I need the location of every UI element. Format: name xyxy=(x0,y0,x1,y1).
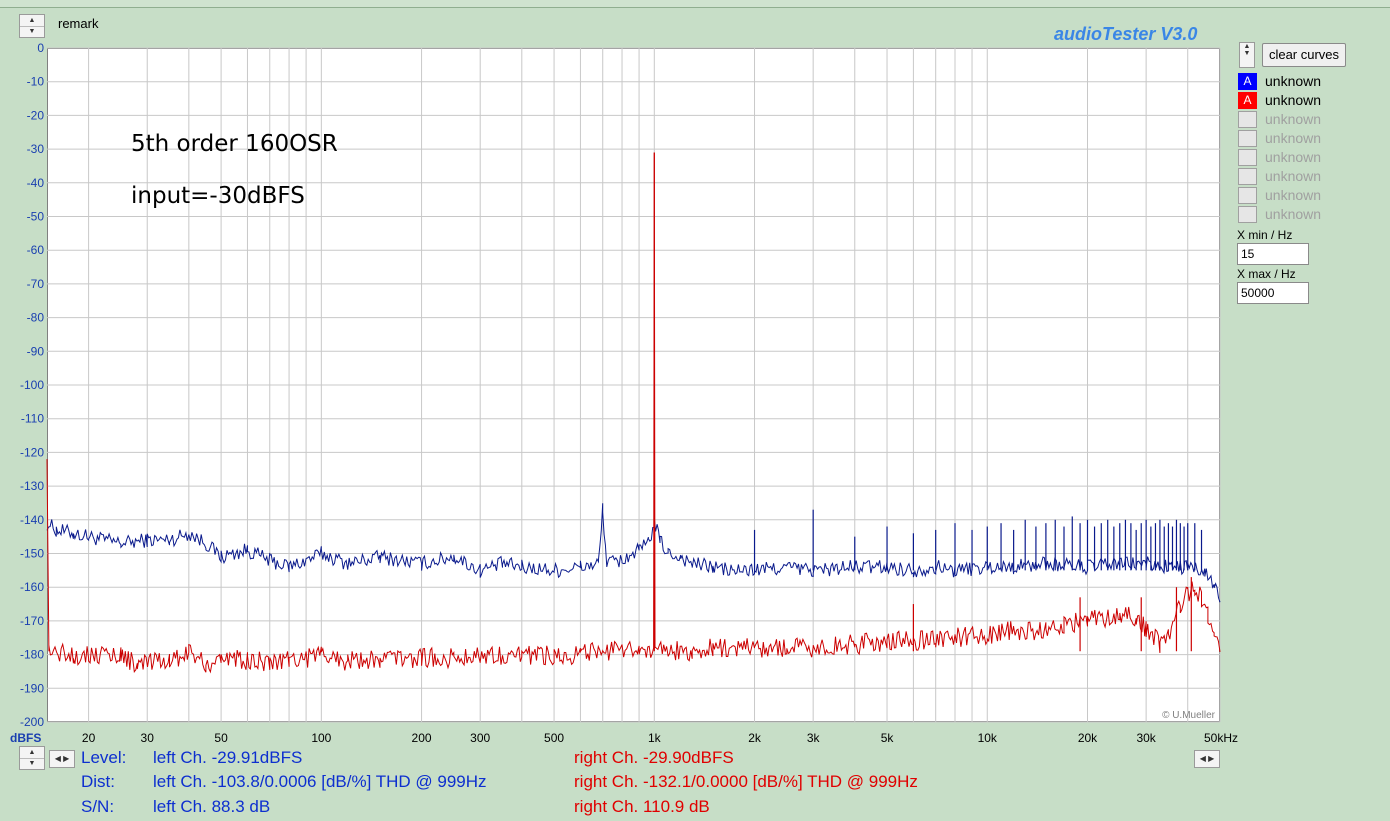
y-tick-label: -100 xyxy=(20,378,44,392)
x-tick-label: 30k xyxy=(1136,731,1156,745)
y-tick-label: -180 xyxy=(20,648,44,662)
x-tick-label: 20 xyxy=(82,731,96,745)
xmax-input[interactable]: 50000 xyxy=(1237,282,1309,304)
sn-right: right Ch. 110.9 dB xyxy=(574,797,710,816)
app-title: audioTester V3.0 xyxy=(1054,24,1198,44)
spin-down-icon[interactable]: ▼ xyxy=(28,28,36,35)
y-tick-label: -170 xyxy=(20,614,44,628)
y-tick-label: -10 xyxy=(27,75,45,89)
curve-label: unknown xyxy=(1265,111,1322,127)
y-tick-label: -20 xyxy=(27,108,45,122)
curve-item[interactable]: unknown xyxy=(1238,167,1378,186)
y-tick-label: -40 xyxy=(27,176,45,190)
xmax-label: X max / Hz xyxy=(1237,267,1296,281)
y-tick-label: -50 xyxy=(27,210,45,224)
level-label: Level: xyxy=(81,748,127,767)
x-tick-label: 20k xyxy=(1078,731,1098,745)
clear-curves-button[interactable]: clear curves xyxy=(1262,43,1346,67)
copyright-label: © U.Mueller xyxy=(1162,710,1216,721)
curve-toggle[interactable] xyxy=(1238,168,1257,185)
curve-label: unknown xyxy=(1265,187,1322,203)
results-spin-button[interactable]: ▲ ▼ xyxy=(19,746,45,770)
curve-label: unknown xyxy=(1265,149,1322,165)
dist-label: Dist: xyxy=(81,772,115,791)
curve-item[interactable]: unknown xyxy=(1238,205,1378,224)
series-line xyxy=(46,503,1221,603)
y-tick-label: -140 xyxy=(20,513,44,527)
curve-scroll-spin[interactable]: ▲ ▼ xyxy=(1239,42,1255,68)
y-tick-label: -120 xyxy=(20,445,44,459)
spin-up-icon[interactable]: ▲ xyxy=(20,747,44,759)
curve-toggle[interactable] xyxy=(1238,130,1257,147)
x-tick-label: 100 xyxy=(311,731,331,745)
curve-label: unknown xyxy=(1265,73,1322,89)
x-tick-label: 50 xyxy=(214,731,228,745)
y-tick-label: -30 xyxy=(27,142,45,156)
annotation-text: 5th order 160OSR xyxy=(131,131,338,157)
y-tick-label: -90 xyxy=(27,344,45,358)
y-tick-label: -150 xyxy=(20,547,44,561)
curve-label: unknown xyxy=(1265,206,1322,222)
remark-label: remark xyxy=(58,16,99,31)
y-tick-label: -190 xyxy=(20,681,44,695)
top-border xyxy=(0,0,1390,8)
y-tick-label: -130 xyxy=(20,479,44,493)
remark-spin-button[interactable]: ▲ ▼ xyxy=(19,14,45,38)
annotation-text: input=-30dBFS xyxy=(131,183,305,209)
dist-left: left Ch. -103.8/0.0006 [dB/%] THD @ 999H… xyxy=(153,772,487,791)
x-tick-label: 5k xyxy=(881,731,895,745)
curve-label: unknown xyxy=(1265,168,1322,184)
spin-up-icon[interactable]: ▲ xyxy=(20,15,44,27)
curve-toggle[interactable]: A xyxy=(1238,92,1257,109)
x-tick-label: 300 xyxy=(470,731,490,745)
x-tick-label: 200 xyxy=(412,731,432,745)
curve-item[interactable]: unknown xyxy=(1238,148,1378,167)
y-axis-unit-label: dBFS xyxy=(10,731,41,745)
curve-toggle[interactable]: A xyxy=(1238,73,1257,90)
spin-down-icon[interactable]: ▼ xyxy=(28,760,36,767)
curve-toggle[interactable] xyxy=(1238,111,1257,128)
curve-item[interactable]: unknown xyxy=(1238,129,1378,148)
xmin-label: X min / Hz xyxy=(1237,228,1293,242)
xmin-input[interactable]: 15 xyxy=(1237,243,1309,265)
x-tick-label: 500 xyxy=(544,731,564,745)
y-tick-label: -70 xyxy=(27,277,45,291)
x-tick-label: 10k xyxy=(978,731,998,745)
curve-label: unknown xyxy=(1265,130,1322,146)
x-tick-label: 3k xyxy=(807,731,821,745)
curve-toggle[interactable] xyxy=(1238,187,1257,204)
y-tick-label: -60 xyxy=(27,243,45,257)
level-left: left Ch. -29.91dBFS xyxy=(153,748,303,767)
results-scroll-right-left[interactable]: ◀ ▶ xyxy=(1194,750,1220,768)
curve-item[interactable]: unknown xyxy=(1238,110,1378,129)
x-tick-label: 30 xyxy=(141,731,155,745)
curve-toggle[interactable] xyxy=(1238,149,1257,166)
curve-label: unknown xyxy=(1265,92,1322,108)
y-tick-label: -110 xyxy=(21,412,44,426)
dist-right: right Ch. -132.1/0.0000 [dB/%] THD @ 999… xyxy=(574,772,918,791)
x-tick-label: 1k xyxy=(648,731,662,745)
curve-item[interactable]: unknown xyxy=(1238,186,1378,205)
results-scroll-left-right[interactable]: ◀ ▶ xyxy=(49,750,75,768)
level-right: right Ch. -29.90dBFS xyxy=(574,748,734,767)
y-tick-label: -200 xyxy=(20,715,44,729)
y-tick-label: 0 xyxy=(37,41,44,55)
sn-left: left Ch. 88.3 dB xyxy=(153,797,271,816)
sn-label: S/N: xyxy=(81,797,115,816)
x-tick-label: 2k xyxy=(748,731,762,745)
y-tick-label: -160 xyxy=(20,580,44,594)
curve-toggle[interactable] xyxy=(1238,206,1257,223)
y-tick-label: -80 xyxy=(27,311,45,325)
x-tick-label: 50kHz xyxy=(1204,731,1238,745)
series-line xyxy=(46,152,1221,674)
